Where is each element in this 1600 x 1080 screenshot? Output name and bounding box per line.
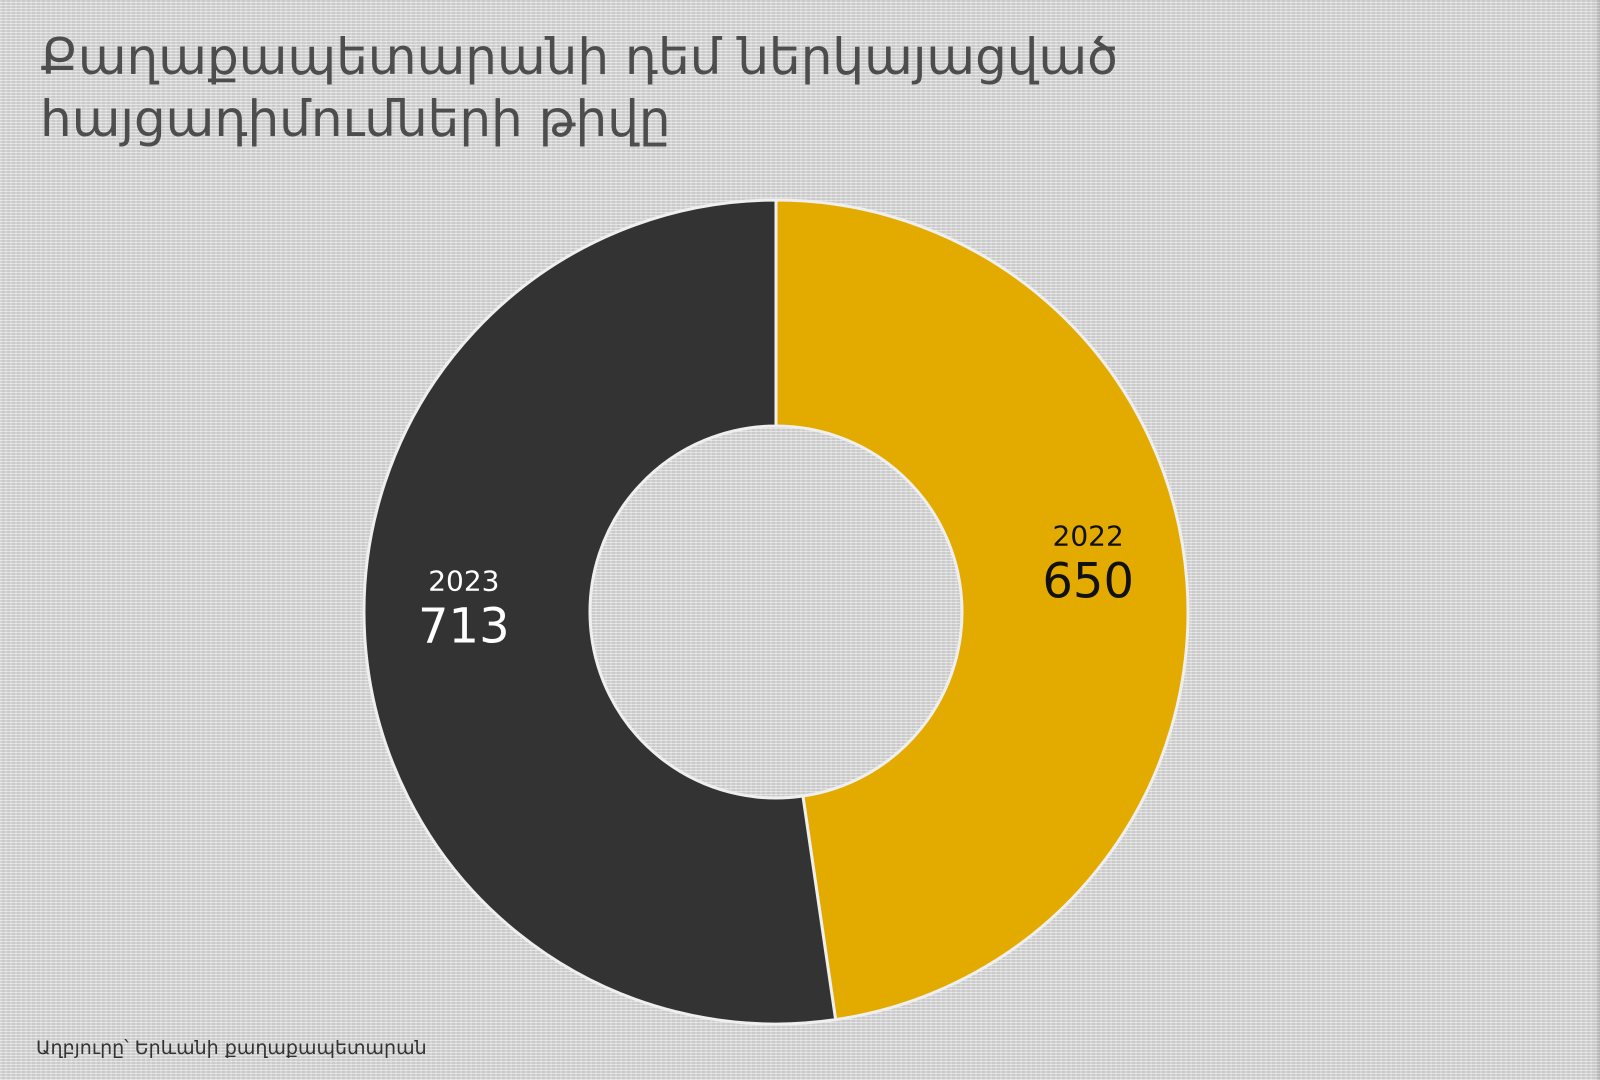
source-note: Աղբյուրը՝ Երևանի քաղաքապետարան [36,1037,427,1059]
slices-layer [362,198,1190,1026]
donut-slice-2023 [362,198,838,1026]
slice-value-label-2022: 650 [1042,553,1134,609]
donut-slice-2022 [774,198,1190,1022]
chart-title-line-2: հայցադիմումների թիվը [40,90,671,148]
chart-title: Քաղաքապետարանի դեմ ներկայացված հայցադիմո… [40,26,1240,150]
slice-year-label-2022: 2022 [1053,519,1124,552]
slice-value-label-2023: 713 [418,599,510,655]
frame-edge [1594,0,1600,1080]
slice-year-label-2023: 2023 [428,565,499,598]
chart-title-line-1: Քաղաքապետարանի դեմ ներկայացված [40,28,1119,86]
